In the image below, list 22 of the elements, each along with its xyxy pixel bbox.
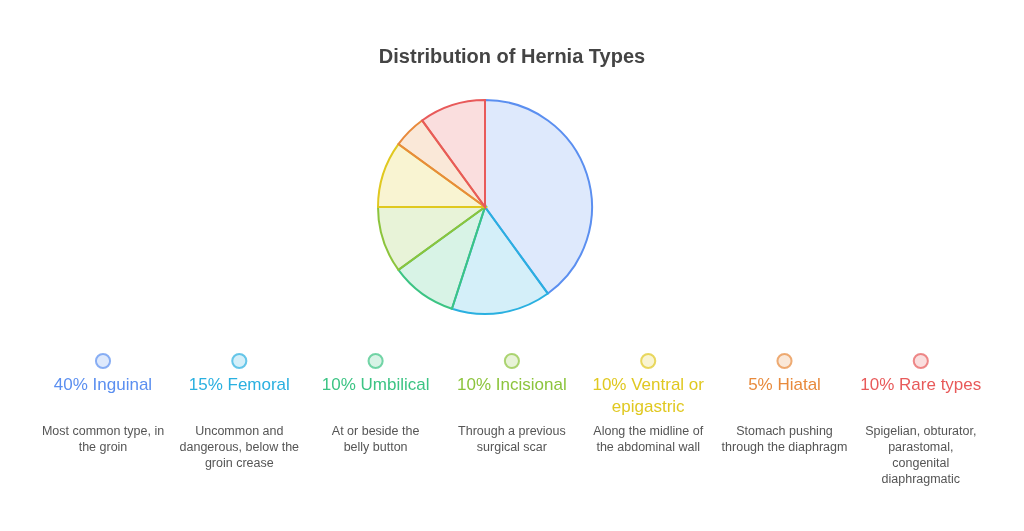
text: Through a previous surgical scar bbox=[458, 424, 566, 454]
text: Most common type, in the groin bbox=[41, 424, 165, 454]
pie-slice bbox=[484, 99, 593, 295]
pie-slice bbox=[397, 206, 486, 310]
legend-label: 5% Hiatal bbox=[748, 375, 821, 394]
text: Stomach pushing through the diaphragm bbox=[721, 424, 848, 454]
legend-label: 10% Ventral or epigastric bbox=[592, 375, 705, 416]
text: Along the midline of the abdominal wall bbox=[593, 424, 704, 454]
legend-label: 40% Inguinal bbox=[53, 375, 153, 394]
pie-slice bbox=[397, 119, 486, 208]
text: At or beside the belly button bbox=[331, 424, 420, 454]
legend-label: 10% Rare types bbox=[860, 375, 982, 394]
legend-label: 10% Umbilical bbox=[321, 375, 430, 394]
chart-title: Distribution of Hernia Types bbox=[378, 45, 646, 67]
pie-slice bbox=[377, 206, 486, 271]
pie-slice bbox=[377, 143, 486, 208]
text: Spigelian, obturator, parastomal, congenital diaphragmatic bbox=[865, 424, 977, 486]
pie-slice bbox=[421, 99, 486, 208]
legend-label: 10% Incisional bbox=[457, 375, 567, 394]
legend-label: 15% Femoral bbox=[188, 375, 290, 394]
pie-slice bbox=[450, 206, 549, 315]
text: Uncommon and dangerous, below the groin crease bbox=[179, 424, 300, 470]
